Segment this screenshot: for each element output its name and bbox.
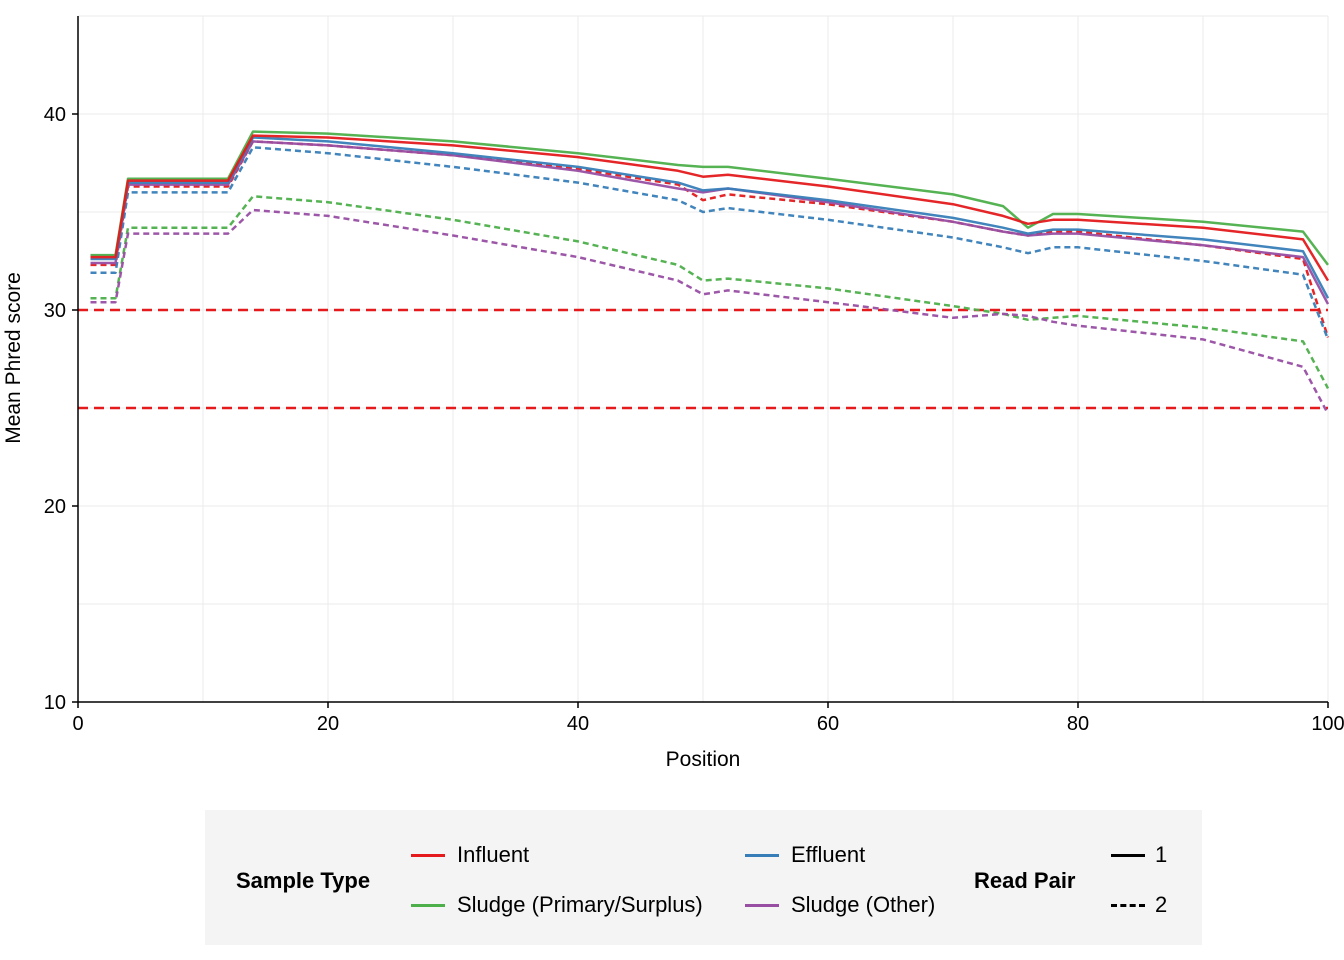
- reference-lines: [78, 308, 1328, 410]
- x-tick-label: 100: [1311, 713, 1344, 735]
- legend-swatch-effluent: [745, 853, 779, 857]
- x-tick-label: 80: [1067, 713, 1089, 735]
- series-lines: [90, 130, 1330, 415]
- legend-label-sludge-other: Sludge (Other): [791, 892, 936, 917]
- x-tick-label: 20: [317, 713, 339, 735]
- legend-title-sample-type: Sample Type: [236, 868, 371, 893]
- legend-label-influent: Influent: [457, 842, 530, 867]
- legend-label-read-pair-1: 1: [1155, 842, 1168, 867]
- series-line: [90, 134, 1330, 282]
- legend-label-read-pair-2: 2: [1155, 892, 1168, 917]
- x-tick-label: 60: [817, 713, 839, 735]
- line-chart: 0 20 40 60 80 100 10 20 30 40 Position Mean Phred…: [2, 15, 1344, 771]
- legend-item-read-pair-1: 1: [1111, 842, 1167, 868]
- legend-label-sludge-primary-surplus: Sludge (Primary/Surplus): [457, 892, 703, 917]
- y-tick-label: 30: [44, 300, 66, 322]
- tick-labels: 0 20 40 60 80 100 10 20 30 40: [44, 104, 1344, 735]
- legend-item-sludge-primary-surplus: Sludge (Primary/Surplus): [411, 892, 703, 918]
- legend: Sample Type Influent Effluent Sludge (Pr…: [205, 810, 1202, 945]
- legend-swatch-sludge-primary-surplus: [411, 903, 445, 907]
- x-tick-label: 0: [72, 713, 83, 735]
- series-line: [90, 130, 1329, 266]
- y-tick-label: 40: [44, 104, 66, 126]
- legend-swatch-dashed: [1111, 903, 1145, 907]
- legend-title-read-pair: Read Pair: [974, 868, 1076, 893]
- y-tick-label: 20: [44, 496, 66, 518]
- legend-item-influent: Influent: [411, 842, 529, 868]
- grid: [77, 15, 1329, 703]
- x-axis-title: Position: [666, 748, 741, 771]
- legend-swatch-sludge-other: [745, 903, 779, 907]
- legend-item-read-pair-2: 2: [1111, 892, 1167, 918]
- axes: [72, 16, 1329, 708]
- x-tick-label: 40: [567, 713, 589, 735]
- series-line: [90, 195, 1330, 389]
- series-line: [90, 208, 1330, 415]
- legend-item-sludge-other: Sludge (Other): [745, 892, 935, 918]
- legend-label-effluent: Effluent: [791, 842, 866, 867]
- y-tick-label: 10: [44, 692, 66, 714]
- series-line: [90, 146, 1330, 340]
- legend-item-effluent: Effluent: [745, 842, 865, 868]
- legend-swatch-influent: [411, 853, 445, 857]
- legend-swatch-solid: [1111, 853, 1145, 857]
- y-axis-title: Mean Phred score: [2, 272, 25, 444]
